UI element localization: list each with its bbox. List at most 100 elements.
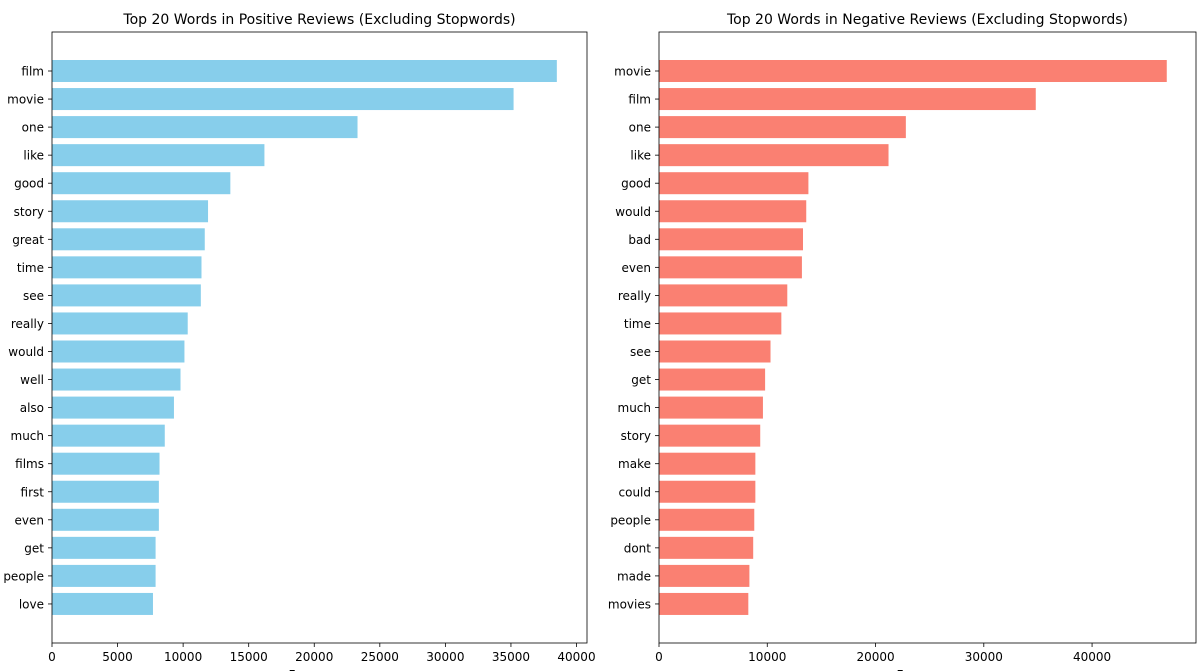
- y-tick-label: good: [14, 177, 44, 191]
- bar-film: [52, 60, 557, 82]
- bar-made: [659, 564, 750, 587]
- y-tick-label: people: [3, 569, 44, 583]
- bar-get: [659, 368, 766, 391]
- bar-film: [659, 88, 1036, 111]
- bar-also: [52, 396, 174, 419]
- y-tick-label: much: [618, 401, 652, 415]
- chart-panel-negative: movie film one like good would bad even really ti…: [608, 12, 1197, 671]
- y-tick-label: also: [20, 401, 44, 415]
- bar-see: [659, 340, 771, 363]
- y-tick-label: like: [23, 149, 44, 163]
- y-tick-label: even: [15, 513, 44, 527]
- bar-see: [52, 284, 201, 307]
- bar-get: [52, 536, 156, 559]
- y-tick-label: movie: [7, 93, 44, 107]
- bar-really: [659, 284, 788, 307]
- y-tick-label: film: [628, 93, 651, 107]
- x-axis-label: Frequency: [289, 668, 351, 671]
- bar-love: [52, 592, 153, 615]
- bar-movie: [52, 88, 514, 111]
- y-tick-label: like: [630, 149, 651, 163]
- bar-great: [52, 228, 205, 251]
- bar-really: [52, 312, 188, 335]
- y-tick-label: see: [23, 289, 44, 303]
- bar-much: [659, 396, 763, 419]
- y-tick-label: well: [20, 373, 44, 387]
- bar-one: [52, 116, 358, 139]
- chart-title: Top 20 Words in Positive Reviews (Exclud…: [122, 12, 515, 28]
- y-tick-label: story: [621, 429, 651, 443]
- y-tick-label: film: [21, 65, 44, 79]
- y-tick-label: great: [12, 233, 44, 247]
- y-tick-label: see: [630, 345, 651, 359]
- chart-title: Top 20 Words in Negative Reviews (Exclud…: [726, 12, 1128, 28]
- bar-even: [52, 508, 159, 531]
- bar-well: [52, 368, 181, 391]
- y-tick-label: story: [14, 205, 44, 219]
- bar-make: [659, 452, 756, 475]
- bar-would: [659, 200, 807, 223]
- bar-films: [52, 452, 160, 475]
- bar-could: [659, 480, 756, 503]
- y-tick-label: really: [618, 289, 651, 303]
- y-tick-label: films: [15, 457, 44, 471]
- x-tick-label: 10000: [748, 650, 786, 664]
- x-tick-label: 15000: [230, 650, 268, 664]
- bar-people: [52, 564, 156, 587]
- x-tick-label: 20000: [856, 650, 894, 664]
- y-tick-label: dont: [624, 541, 652, 555]
- y-tick-label: good: [621, 177, 651, 191]
- y-tick-label: would: [8, 345, 44, 359]
- y-tick-label: first: [21, 485, 45, 499]
- bar-dont: [659, 536, 754, 559]
- bar-much: [52, 424, 165, 447]
- bar-like: [659, 144, 889, 167]
- y-tick-label: time: [17, 261, 44, 275]
- bar-one: [659, 116, 906, 139]
- y-tick-label: time: [624, 317, 651, 331]
- chart-panel-positive: film movie one like good story great time see rea…: [3, 12, 595, 671]
- y-tick-label: much: [11, 429, 45, 443]
- bar-even: [659, 256, 802, 279]
- bar-would: [52, 340, 185, 363]
- y-tick-label: get: [631, 373, 651, 387]
- bar-good: [659, 172, 809, 195]
- y-tick-label: one: [629, 121, 651, 135]
- y-tick-label: even: [622, 261, 651, 275]
- y-tick-label: people: [610, 513, 651, 527]
- x-tick-label: 30000: [426, 650, 464, 664]
- plot-frame: [51, 31, 588, 644]
- x-tick-label: 0: [48, 650, 56, 664]
- x-tick-label: 35000: [492, 650, 530, 664]
- x-tick-label: 10000: [164, 650, 202, 664]
- y-tick-label: love: [19, 597, 44, 611]
- y-tick-label: movies: [608, 597, 651, 611]
- y-tick-label: make: [618, 457, 651, 471]
- x-tick-label: 5000: [102, 650, 133, 664]
- y-tick-label: could: [619, 485, 652, 499]
- bar-time: [52, 256, 202, 279]
- bar-story: [52, 200, 209, 223]
- plot-frame: [658, 31, 1197, 644]
- y-tick-label: get: [24, 541, 44, 555]
- x-tick-label: 25000: [361, 650, 399, 664]
- y-tick-label: bad: [628, 233, 651, 247]
- bar-people: [659, 508, 755, 531]
- y-tick-label: would: [615, 205, 651, 219]
- y-tick-label: made: [617, 569, 651, 583]
- bar-good: [52, 172, 231, 195]
- y-tick-label: movie: [614, 65, 651, 79]
- x-tick-label: 20000: [295, 650, 333, 664]
- bar-movies: [659, 592, 749, 615]
- bar-story: [659, 424, 761, 447]
- x-tick-label: 0: [655, 650, 663, 664]
- y-tick-label: one: [22, 121, 44, 135]
- bar-first: [52, 480, 159, 503]
- x-tick-label: 40000: [1073, 650, 1111, 664]
- bar-time: [659, 312, 782, 335]
- bar-bad: [659, 228, 803, 251]
- x-tick-label: 40000: [557, 650, 595, 664]
- y-tick-label: really: [11, 317, 44, 331]
- bar-like: [52, 144, 265, 167]
